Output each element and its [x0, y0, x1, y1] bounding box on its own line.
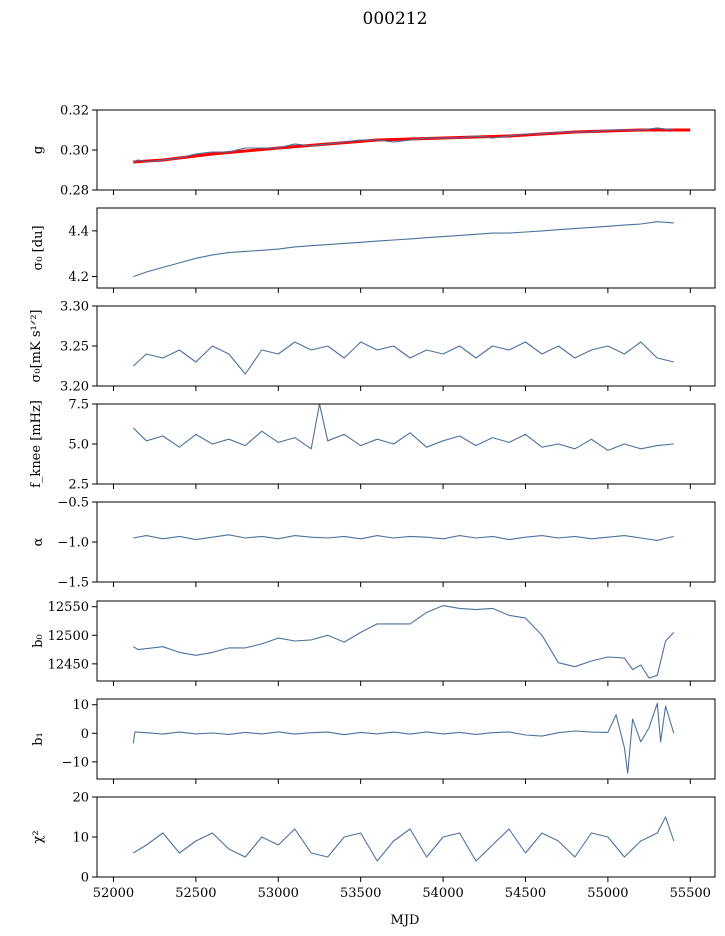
series-line-g: [133, 127, 674, 163]
y-tick-label-chi2: 20: [72, 791, 89, 806]
x-tick-label: 53000: [258, 886, 299, 901]
x-tick-label: 54000: [422, 886, 463, 901]
panels: 0.28 0.30 0.32 g 4.2 4.4 σ₀ [du] 3.20 3.25 3.30 σ₀…: [29, 104, 716, 886]
series-line-b0: [133, 605, 675, 679]
x-tick-label: 53500: [340, 886, 381, 901]
series-line-sigma0_du: [133, 221, 674, 278]
y-axis-label-alpha: α: [31, 537, 46, 546]
y-tick-label-b1: 10: [72, 698, 89, 713]
panel-frame-b0: [96, 600, 716, 682]
y-tick-label-b0: 12550: [48, 600, 89, 615]
y-tick-label-b1: 0: [81, 727, 89, 742]
series-line-chi2: [133, 816, 675, 862]
panel-frame-b1: [96, 698, 716, 780]
panel-sigma0_mks: 3.20 3.25 3.30 σ₀[mK s¹ᐟ²]: [29, 300, 716, 395]
series-line-overlay-g: [133, 127, 674, 163]
y-tick-label-g: 0.30: [60, 144, 89, 159]
series-line-sigma0_mks: [132, 341, 674, 375]
panel-g: 0.28 0.30 0.32 g: [31, 104, 716, 199]
y-axis-label-sigma0_mks: σ₀[mK s¹ᐟ²]: [29, 310, 44, 383]
panel-alpha: −1.5 −1.0 −0.5 α: [31, 496, 716, 591]
y-tick-label-chi2: 10: [72, 831, 89, 846]
x-tick-label: 52500: [175, 886, 216, 901]
panel-fknee: 2.5 5.0 7.5 f_knee [mHz]: [29, 398, 716, 493]
shared-x-axis: 52000 52500 53000 53500 54000 54500 55000 55500: [93, 886, 711, 901]
y-tick-label-alpha: −1.5: [57, 576, 89, 591]
panel-sigma0_du: 4.2 4.4 σ₀ [du]: [31, 207, 716, 293]
y-tick-label-chi2: 0: [81, 871, 89, 886]
panel-frame-fknee: [96, 403, 716, 485]
y-tick-label-g: 0.32: [60, 104, 89, 119]
y-tick-label-fknee: 7.5: [68, 398, 89, 413]
y-axis-label-sigma0_du: σ₀ [du]: [31, 225, 46, 270]
panel-b1: −10 0 10 b₁: [31, 698, 716, 784]
series-line-b1: [132, 702, 675, 774]
x-tick-label: 52000: [93, 886, 134, 901]
series-line-alpha: [133, 534, 674, 541]
y-tick-label-b1: −10: [62, 755, 89, 770]
y-axis-label-b1: b₁: [31, 732, 46, 746]
y-tick-label-sigma0_mks: 3.20: [60, 380, 89, 395]
y-tick-label-b0: 12450: [48, 657, 89, 672]
y-tick-label-g: 0.28: [60, 184, 89, 199]
panel-frame-g: [96, 109, 716, 191]
panel-chi2: 0 10 20 χ²: [31, 791, 716, 886]
y-axis-label-chi2: χ²: [31, 830, 46, 843]
x-tick-label: 54500: [505, 886, 546, 901]
y-axis-label-fknee: f_knee [mHz]: [29, 400, 44, 488]
x-axis-label: MJD: [391, 913, 420, 928]
y-tick-label-sigma0_mks: 3.25: [60, 340, 89, 355]
panel-frame-chi2: [96, 796, 716, 878]
chart-title: 000212: [363, 9, 428, 29]
y-axis-label-g: g: [31, 146, 46, 154]
x-tick-label: 55500: [670, 886, 711, 901]
panel-frame-sigma0_mks: [96, 305, 716, 387]
y-tick-label-b0: 12500: [48, 629, 89, 644]
y-tick-label-alpha: −0.5: [57, 496, 89, 511]
fit-line-g: [133, 128, 691, 164]
panel-frame-sigma0_du: [96, 207, 716, 289]
y-tick-label-sigma0_du: 4.2: [68, 270, 89, 285]
y-tick-label-sigma0_du: 4.4: [68, 224, 89, 239]
x-tick-label: 55000: [587, 886, 628, 901]
y-axis-label-b0: b₀: [31, 634, 46, 648]
y-tick-label-alpha: −1.0: [57, 536, 89, 551]
y-tick-label-fknee: 5.0: [68, 438, 89, 453]
y-tick-label-sigma0_mks: 3.30: [60, 300, 89, 315]
panel-frame-alpha: [96, 501, 716, 583]
series-line-fknee: [132, 404, 674, 451]
panel-b0: 12450 12500 12550 b₀: [31, 600, 716, 686]
y-tick-label-fknee: 2.5: [68, 478, 89, 493]
